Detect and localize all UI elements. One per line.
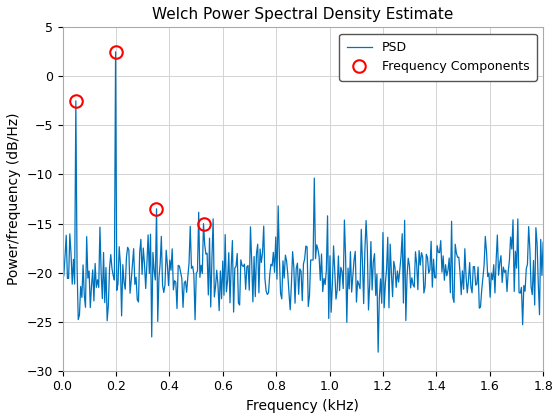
PSD — [59, 258, 66, 263]
PSD — [540, 240, 547, 245]
PSD — [112, 49, 119, 54]
X-axis label: Frequency (kHz): Frequency (kHz) — [246, 399, 360, 413]
Line: PSD: PSD — [63, 52, 543, 352]
PSD — [408, 275, 415, 280]
Frequency Components — [153, 206, 160, 211]
PSD — [251, 254, 258, 259]
PSD — [118, 313, 125, 318]
Y-axis label: Power/frequency (dB/Hz): Power/frequency (dB/Hz) — [7, 113, 21, 285]
PSD — [411, 285, 418, 290]
Frequency Components — [113, 49, 119, 54]
PSD — [375, 349, 381, 354]
Legend: PSD, Frequency Components: PSD, Frequency Components — [339, 34, 537, 81]
Frequency Components — [200, 221, 207, 226]
Title: Welch Power Spectral Density Estimate: Welch Power Spectral Density Estimate — [152, 7, 454, 22]
Line: Frequency Components: Frequency Components — [69, 45, 211, 230]
PSD — [217, 268, 224, 273]
Frequency Components — [73, 98, 80, 103]
PSD — [363, 218, 370, 223]
